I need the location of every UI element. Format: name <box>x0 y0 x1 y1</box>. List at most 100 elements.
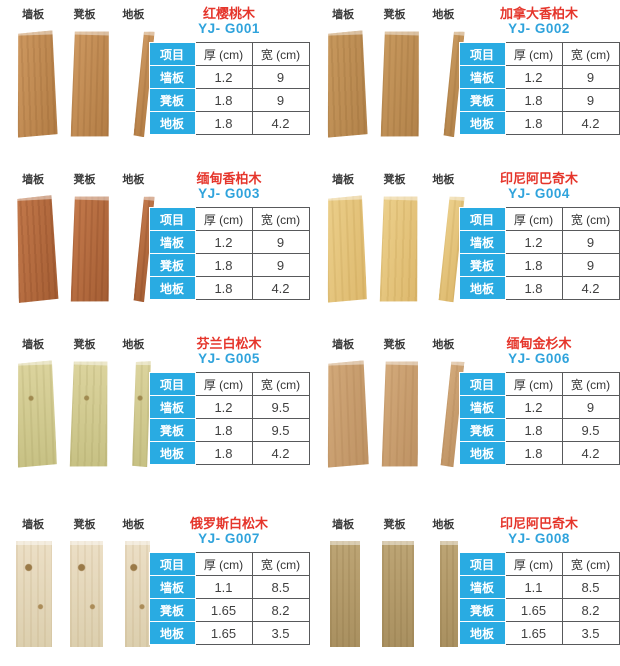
bench-board-image <box>382 361 421 468</box>
row-label: 墙板 <box>458 65 506 89</box>
bench-board-label: 凳板 <box>383 174 406 186</box>
header-thickness: 厚 (cm) <box>194 552 253 576</box>
width-value: 4.2 <box>561 111 620 135</box>
header-item: 项目 <box>458 372 506 396</box>
spec-row-wall: 墙板 1.2 9 <box>458 395 620 419</box>
product-card-g002: 墙板 凳板 地板 加拿大香柏木 YJ- G002 项目 厚 (cm) 宽 (cm… <box>310 0 620 165</box>
row-label: 凳板 <box>148 598 196 622</box>
thickness-value: 1.65 <box>504 621 563 645</box>
bench-board-label: 凳板 <box>73 519 96 531</box>
row-label: 地板 <box>458 621 506 645</box>
width-value: 9.5 <box>251 418 310 442</box>
width-value: 9.5 <box>251 395 310 419</box>
plank-labels: 墙板 凳板 地板 <box>310 171 460 187</box>
bench-board-label: 凳板 <box>73 174 96 186</box>
row-label: 地板 <box>148 441 196 465</box>
wall-board-label: 墙板 <box>22 339 45 351</box>
row-label: 凳板 <box>148 418 196 442</box>
product-info: 印尼阿巴奇木 YJ- G004 项目 厚 (cm) 宽 (cm) 墙板 1.2 … <box>458 171 620 300</box>
bench-board-image <box>70 196 111 303</box>
product-card-g004: 墙板 凳板 地板 印尼阿巴奇木 YJ- G004 项目 厚 (cm) 宽 (cm… <box>310 165 620 330</box>
wall-board-image <box>16 541 53 647</box>
product-info: 印尼阿巴奇木 YJ- G008 项目 厚 (cm) 宽 (cm) 墙板 1.1 … <box>458 516 620 645</box>
width-value: 4.2 <box>561 441 620 465</box>
bench-board-image <box>70 361 110 468</box>
plank-labels: 墙板 凳板 地板 <box>0 6 150 22</box>
floor-board-label: 地板 <box>432 174 455 186</box>
product-info: 红樱桃木 YJ- G001 项目 厚 (cm) 宽 (cm) 墙板 1.2 9 … <box>148 6 310 135</box>
width-value: 9 <box>251 88 310 112</box>
product-name: 加拿大香柏木 <box>499 6 578 21</box>
product-name: 芬兰白松木 <box>196 336 262 351</box>
product-name: 印尼阿巴奇木 <box>499 516 578 531</box>
plank-photo-group: 墙板 凳板 地板 <box>310 6 460 145</box>
plank-labels: 墙板 凳板 地板 <box>0 516 150 532</box>
product-card-g006: 墙板 凳板 地板 缅甸金杉木 YJ- G006 项目 厚 (cm) 宽 (cm) <box>310 330 620 510</box>
thickness-value: 1.2 <box>194 65 253 89</box>
row-label: 凳板 <box>458 418 506 442</box>
spec-header-row: 项目 厚 (cm) 宽 (cm) <box>148 207 310 231</box>
plank-row <box>310 31 460 145</box>
header-width: 宽 (cm) <box>251 372 310 396</box>
row-label: 墙板 <box>148 65 196 89</box>
wall-board-image <box>330 541 360 647</box>
bench-board-image <box>380 196 420 303</box>
wall-board-image <box>324 360 369 467</box>
row-label: 地板 <box>458 276 506 300</box>
plank-labels: 墙板 凳板 地板 <box>0 171 150 187</box>
spec-table: 项目 厚 (cm) 宽 (cm) 墙板 1.2 9 凳板 1.8 9 地板 1.… <box>148 207 310 300</box>
bench-board-image <box>70 31 111 138</box>
header-thickness: 厚 (cm) <box>194 372 253 396</box>
width-value: 9 <box>561 65 620 89</box>
floor-board-label: 地板 <box>122 519 145 531</box>
thickness-value: 1.8 <box>504 111 563 135</box>
row-label: 墙板 <box>458 230 506 254</box>
product-info: 缅甸金杉木 YJ- G006 项目 厚 (cm) 宽 (cm) 墙板 1.2 9… <box>458 336 620 465</box>
thickness-value: 1.8 <box>194 88 253 112</box>
spec-row-floor: 地板 1.8 4.2 <box>458 276 620 300</box>
spec-table: 项目 厚 (cm) 宽 (cm) 墙板 1.2 9 凳板 1.8 9.5 地板 … <box>458 372 620 465</box>
wall-board-label: 墙板 <box>332 9 355 21</box>
thickness-value: 1.8 <box>194 276 253 300</box>
spec-row-bench: 凳板 1.8 9 <box>458 88 620 112</box>
thickness-value: 1.8 <box>194 253 253 277</box>
bench-board-label: 凳板 <box>73 339 96 351</box>
row-label: 地板 <box>458 111 506 135</box>
spec-row-floor: 地板 1.8 4.2 <box>458 441 620 465</box>
spec-row-wall: 墙板 1.2 9 <box>458 230 620 254</box>
plank-row <box>310 196 460 310</box>
product-name: 缅甸金杉木 <box>506 336 572 351</box>
plank-labels: 墙板 凳板 地板 <box>310 516 460 532</box>
row-label: 墙板 <box>458 395 506 419</box>
product-card-g007: 墙板 凳板 地板 俄罗斯白松木 YJ- G007 项目 厚 (cm) 宽 (cm… <box>0 510 310 666</box>
header-thickness: 厚 (cm) <box>504 207 563 231</box>
spec-table: 项目 厚 (cm) 宽 (cm) 墙板 1.2 9.5 凳板 1.8 9.5 地… <box>148 372 310 465</box>
header-item: 项目 <box>458 552 506 576</box>
product-card-g003: 墙板 凳板 地板 缅甸香柏木 YJ- G003 项目 厚 (cm) 宽 (cm) <box>0 165 310 330</box>
bench-board-label: 凳板 <box>73 9 96 21</box>
bench-board-label: 凳板 <box>383 519 406 531</box>
wall-board-label: 墙板 <box>22 174 45 186</box>
header-thickness: 厚 (cm) <box>504 552 563 576</box>
product-card-g005: 墙板 凳板 地板 芬兰白松木 YJ- G005 项目 厚 (cm) 宽 (cm) <box>0 330 310 510</box>
row-label: 凳板 <box>458 88 506 112</box>
thickness-value: 1.8 <box>194 418 253 442</box>
wall-board-image <box>13 195 58 303</box>
width-value: 4.2 <box>251 276 310 300</box>
width-value: 8.2 <box>561 598 620 622</box>
spec-row-bench: 凳板 1.8 9 <box>148 88 310 112</box>
thickness-value: 1.8 <box>194 441 253 465</box>
row-label: 凳板 <box>458 253 506 277</box>
width-value: 9 <box>251 65 310 89</box>
product-info: 加拿大香柏木 YJ- G002 项目 厚 (cm) 宽 (cm) 墙板 1.2 … <box>458 6 620 135</box>
plank-photo-group: 墙板 凳板 地板 <box>0 336 150 475</box>
row-label: 地板 <box>148 621 196 645</box>
width-value: 8.2 <box>251 598 310 622</box>
plank-row <box>0 361 150 475</box>
product-model: YJ- G004 <box>508 186 570 201</box>
header-item: 项目 <box>148 552 196 576</box>
header-width: 宽 (cm) <box>251 552 310 576</box>
row-label: 墙板 <box>458 575 506 599</box>
header-thickness: 厚 (cm) <box>504 372 563 396</box>
floor-board-label: 地板 <box>122 9 145 21</box>
